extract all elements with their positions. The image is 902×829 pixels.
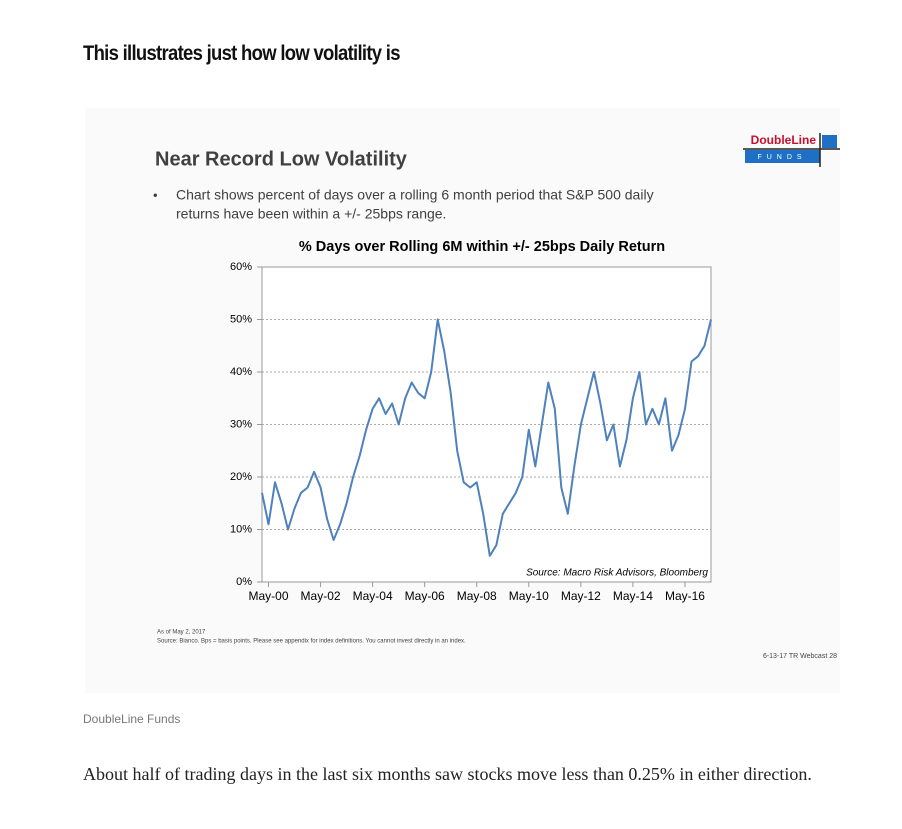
footnote: Source: Bianco. Bps = basis points. Plea… — [157, 639, 466, 645]
slide: Near Record Low Volatility • Chart shows… — [153, 133, 840, 660]
heading: This illustrates just how low volatility… — [83, 42, 401, 65]
data-line — [261, 318, 712, 557]
x-tick-label: May-00 — [248, 589, 288, 603]
footnote: As of May 2, 2017 — [157, 630, 206, 636]
y-tick-label: 30% — [230, 418, 252, 430]
y-tick-label: 10% — [230, 523, 252, 535]
bullet-text: returns have been within a +/- 25bps ran… — [176, 206, 446, 222]
x-tick-label: May-16 — [665, 589, 705, 603]
logo-block — [822, 135, 837, 148]
y-tick-label: 60% — [230, 261, 252, 273]
logo-name: DoubleLine — [751, 133, 817, 147]
caption: DoubleLine Funds — [83, 712, 181, 726]
x-tick-label: May-04 — [353, 589, 393, 603]
bullet: • — [153, 187, 158, 202]
slide-title: Near Record Low Volatility — [155, 148, 408, 170]
annotation: Source: Macro Risk Advisors, Bloomberg — [526, 568, 708, 579]
y-tick-label: 20% — [230, 471, 252, 483]
x-tick-label: May-10 — [509, 589, 549, 603]
page-label: 6-13-17 TR Webcast 28 — [763, 653, 837, 660]
paragraph: About half of trading days in the last s… — [83, 764, 812, 784]
x-tick-label: May-06 — [405, 589, 445, 603]
x-tick-label: May-14 — [613, 589, 653, 603]
bullet-text: Chart shows percent of days over a rolli… — [176, 187, 654, 203]
x-tick-label: May-12 — [561, 589, 601, 603]
logo-bar — [745, 150, 820, 163]
logo-sub: FUNDS — [757, 154, 806, 161]
y-tick-label: 40% — [230, 366, 252, 378]
chart-title: % Days over Rolling 6M within +/- 25bps … — [299, 239, 665, 255]
y-tick-label: 50% — [230, 313, 252, 325]
y-tick-label: 0% — [236, 576, 252, 588]
x-tick-label: May-08 — [457, 589, 497, 603]
x-tick-label: May-02 — [301, 589, 341, 603]
